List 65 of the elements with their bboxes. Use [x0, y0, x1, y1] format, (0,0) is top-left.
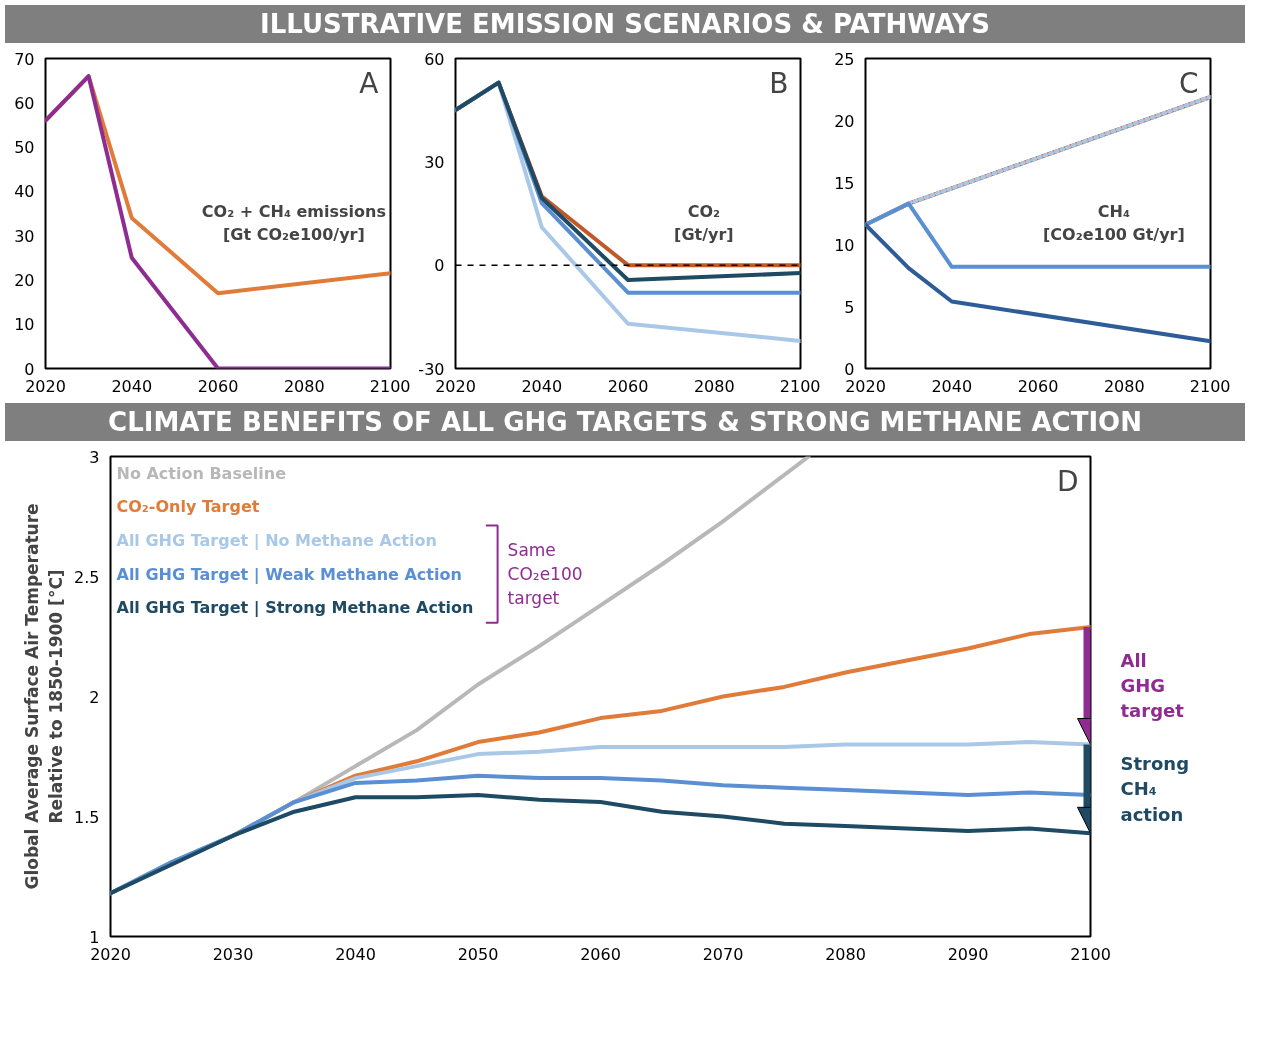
y-tick-label: 0	[844, 359, 855, 379]
x-tick-label: 2080	[1103, 376, 1145, 396]
y-tick-label: 0	[434, 256, 445, 276]
text: ILLUSTRATIVE EMISSION SCENARIOS & PATHWAYS	[260, 8, 990, 41]
text: All GHG Target | Strong Methane Action	[116, 598, 474, 619]
x-tick-label: 2060	[197, 376, 239, 396]
y-tick-label: 5	[844, 297, 855, 317]
x-tick-label: 2020	[435, 376, 476, 396]
y-tick-label: 10	[14, 315, 35, 335]
x-tick-label: 2020	[25, 376, 66, 396]
y-tick-label: 50	[14, 138, 35, 158]
x-tick-label: 2040	[111, 376, 153, 396]
annotation: B	[769, 66, 789, 100]
x-tick-label: 2100	[369, 376, 411, 396]
y-tick-label: 2.5	[74, 567, 100, 587]
y-tick-label: 1.5	[74, 807, 100, 827]
annotation: All GHG target	[1120, 650, 1185, 722]
annotation: CH₄ [CO₂e100 Gt/yr]	[1043, 201, 1185, 244]
annotation: CO₂ + CH₄ emissions [Gt CO₂e100/yr]	[201, 201, 386, 244]
y-tick-label: 70	[14, 49, 35, 69]
chart-title: CLIMATE BENEFITS OF ALL GHG TARGETS & STRONG METHANE ACTION	[108, 406, 1142, 439]
text: All GHG Target | No Methane Action	[116, 531, 437, 551]
y-tick-label: 20	[834, 111, 855, 131]
x-tick-label: 2020	[90, 944, 131, 964]
y-tick-label: 10	[834, 235, 855, 255]
annotation: D	[1056, 464, 1079, 498]
y-tick-label: 15	[834, 173, 855, 193]
x-tick-label: 2050	[457, 944, 499, 964]
y-tick-label: -30	[418, 359, 445, 379]
annotation: A	[359, 66, 379, 100]
y-tick-label: 0	[24, 359, 35, 379]
x-tick-label: 2030	[212, 944, 254, 964]
x-tick-label: 2040	[521, 376, 563, 396]
y-tick-label: 30	[14, 226, 35, 246]
annotation: Strong CH₄ action	[1120, 753, 1190, 825]
x-tick-label: 2100	[1070, 944, 1111, 964]
text: All GHG Target | Weak Methane Action	[116, 564, 462, 585]
y-tick-label: 2	[89, 687, 100, 707]
y-tick-label: 1	[89, 927, 100, 947]
x-tick-label: 2060	[580, 944, 621, 964]
x-tick-label: 2080	[283, 376, 325, 396]
text: No Action Baseline	[116, 463, 287, 483]
x-tick-label: 2060	[1017, 376, 1059, 396]
y-tick-label: 25	[834, 49, 855, 69]
y-axis-title: Global Average Surface Air Temperature Relative to 1850-1900 [°C]	[22, 503, 67, 890]
y-tick-label: 60	[424, 49, 445, 69]
x-tick-label: 2080	[825, 944, 866, 964]
y-tick-label: 30	[424, 152, 445, 172]
x-tick-label: 2020	[845, 376, 886, 396]
y-tick-label: 3	[89, 447, 100, 467]
annotation: CO₂ [Gt/yr]	[674, 201, 734, 244]
annotation: Same CO₂e100 target	[507, 540, 583, 609]
x-tick-label: 2100	[779, 376, 821, 396]
x-tick-label: 2090	[947, 944, 989, 964]
annotation: C	[1178, 66, 1199, 100]
text: CO₂-Only Target	[116, 497, 260, 517]
x-tick-label: 2070	[702, 944, 744, 964]
y-tick-label: 20	[14, 270, 35, 290]
x-tick-label: 2080	[693, 376, 735, 396]
x-tick-label: 2040	[335, 944, 376, 964]
x-tick-label: 2040	[931, 376, 973, 396]
y-tick-label: 60	[14, 93, 35, 113]
x-tick-label: 2100	[1189, 376, 1231, 396]
y-tick-label: 40	[14, 182, 35, 202]
x-tick-label: 2060	[607, 376, 649, 396]
